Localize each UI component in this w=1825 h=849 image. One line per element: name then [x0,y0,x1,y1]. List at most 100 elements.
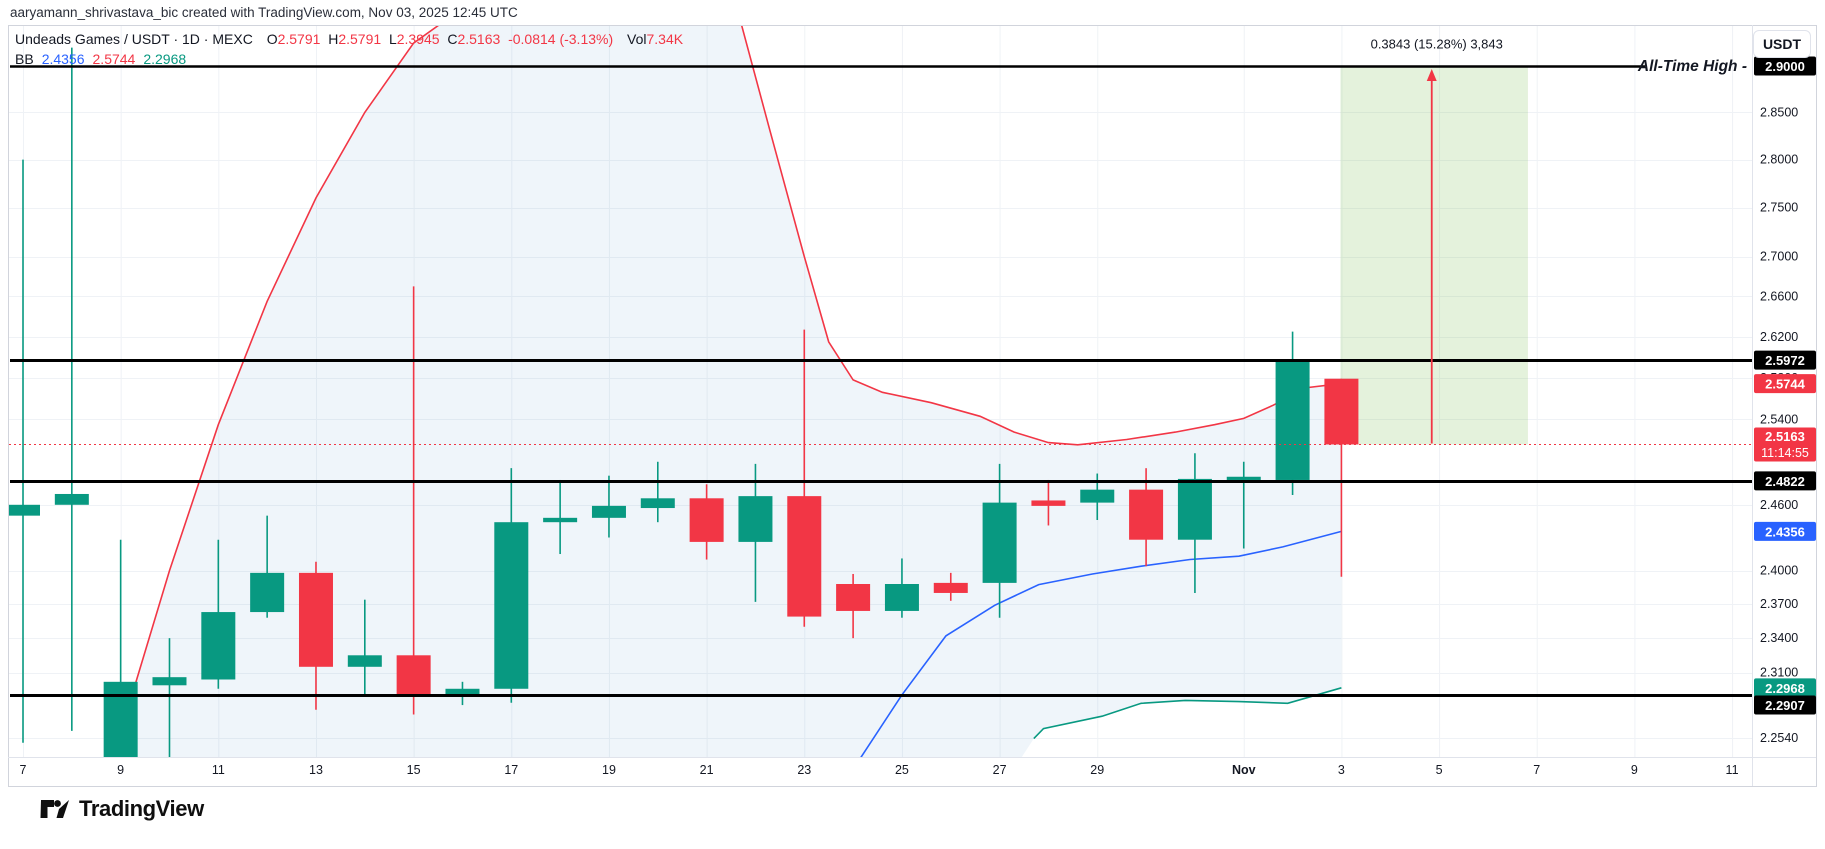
candle-oct-24 [836,573,871,639]
x-axis-label-11: 11 [1726,763,1739,777]
y-axis-label-2.8500: 2.8500 [1760,105,1798,119]
level-tag-2.5972-bg [1754,350,1816,370]
candle-oct-13 [298,561,333,710]
candle-body [689,498,724,542]
chart-frame [8,25,1817,787]
price-tag-2.2968: 2.2968 [1754,678,1816,698]
candle-body [152,677,187,686]
last-price-tag: 2.5163 11:14:55 [1754,427,1816,462]
level-tag-2.9000: 2.9000 [1754,56,1816,76]
bb-basis-line [860,530,1342,757]
candle-oct-28 [1031,479,1066,526]
price-tag-2.5744-price: 2.5744 [1765,377,1806,392]
bb-indicator-legend[interactable]: BB 2.4356 2.5744 2.2968 [15,51,194,67]
last-price-tag-countdown: 11:14:55 [1761,446,1809,460]
candle-oct-27 [982,463,1017,618]
y-axis-label-2.5400: 2.5400 [1760,412,1798,426]
price-tag-2.2968-price: 2.2968 [1765,681,1805,696]
candle-body [982,502,1017,583]
candle-oct-18 [543,479,578,555]
projection-annotation-text: 0.3843 (15.28%) 3,843 [1371,37,1503,52]
candle-body [591,505,626,518]
x-axis-label-25: 25 [895,763,909,777]
candle-body [1177,478,1212,540]
level-tag-2.2907-bg [1754,695,1816,715]
x-axis-label-Nov: Nov [1232,763,1256,777]
symbol-title[interactable]: Undeads Games / USDT · 1D · MEXC [15,31,253,47]
all-time-high-label: All-Time High - [1637,58,1747,75]
bb-upper-value: 2.5744 [92,51,136,67]
candle-oct-22 [738,463,773,602]
level-tag-2.5972-price: 2.5972 [1765,353,1805,368]
tradingview-logo[interactable]: TradingView [40,796,204,822]
price-tag-2.2968-bg [1754,678,1816,698]
candle-body [250,572,285,613]
candle-body [445,688,480,695]
x-axis-label-11: 11 [212,763,225,777]
y-axis-label-2.3700: 2.3700 [1760,597,1798,611]
candle-oct-17 [494,468,529,703]
chart-legend[interactable]: Undeads Games / USDT · 1D · MEXC O2.5791… [15,31,683,47]
bb-basis-value: 2.4356 [41,51,85,67]
x-axis-label-15: 15 [407,763,421,777]
price-tag-2.4356-bg [1754,521,1816,541]
last-price-tag-price: 2.5163 [1765,429,1805,444]
candle-body [884,584,919,611]
y-axis-label-2.4000: 2.4000 [1760,564,1798,578]
currency-unit-button[interactable]: USDT [1753,30,1811,58]
x-axis-label-9: 9 [117,763,124,777]
y-axis-label-2.4600: 2.4600 [1760,498,1798,512]
candle-nov-2 [1275,331,1310,496]
candle-oct-23 [787,329,822,627]
ohlc-low: L2.3945 [388,31,440,47]
x-axis-label-27: 27 [993,763,1007,777]
candle-oct-15 [396,286,431,715]
bb-label: BB [15,51,34,67]
candle-body [836,584,871,611]
candles [9,47,1359,757]
candle-oct-10 [152,638,187,757]
ohlc-high: H2.5791 [328,31,382,47]
x-axis-label-5: 5 [1436,763,1443,777]
candle-body [1275,360,1310,480]
candle-oct-14 [347,599,382,695]
candle-oct-30 [1129,468,1164,567]
x-axis-label-29: 29 [1090,763,1104,777]
candle-body [103,681,138,757]
last-price-tag-bg [1754,427,1816,462]
candle-body [201,612,236,680]
candle-oct-25 [884,558,919,618]
level-tag-2.2907-price: 2.2907 [1765,698,1805,713]
candle-body [396,655,431,695]
x-axis-label-7: 7 [20,763,27,777]
price-tag-2.4356: 2.4356 [1754,521,1816,541]
candle-oct-8 [54,47,89,731]
bb-lower-band [1033,687,1342,740]
y-axis-label-2.8000: 2.8000 [1760,153,1798,167]
candle-oct-26 [933,572,968,601]
bb-lower-value: 2.2968 [143,51,187,67]
candle-body [1324,378,1359,445]
candle-oct-16 [445,681,480,706]
y-axis-label-2.6200: 2.6200 [1760,330,1798,344]
price-tag-2.5744-bg [1754,374,1816,394]
level-tag-2.4822: 2.4822 [1754,471,1816,491]
candle-nov-3 [1324,378,1359,577]
candle-body [787,496,822,617]
ohlc-open: O2.5791 [266,31,321,47]
x-axis-label-9: 9 [1631,763,1638,777]
attribution-text: aaryamann_shrivastava_bic created with T… [10,5,518,20]
candle-body [298,572,333,667]
x-axis-label-3: 3 [1338,763,1345,777]
candle-body [1031,500,1066,506]
volume: Vol7.34K [627,31,684,47]
candle-body [933,582,968,593]
candle-body [1080,489,1115,503]
candle-oct-12 [250,515,285,618]
change-value: -0.0814 (-3.13%) [508,31,614,47]
candle-oct-31 [1177,453,1212,593]
x-axis-label-19: 19 [602,763,616,777]
tradingview-logo-text: TradingView [79,796,204,821]
